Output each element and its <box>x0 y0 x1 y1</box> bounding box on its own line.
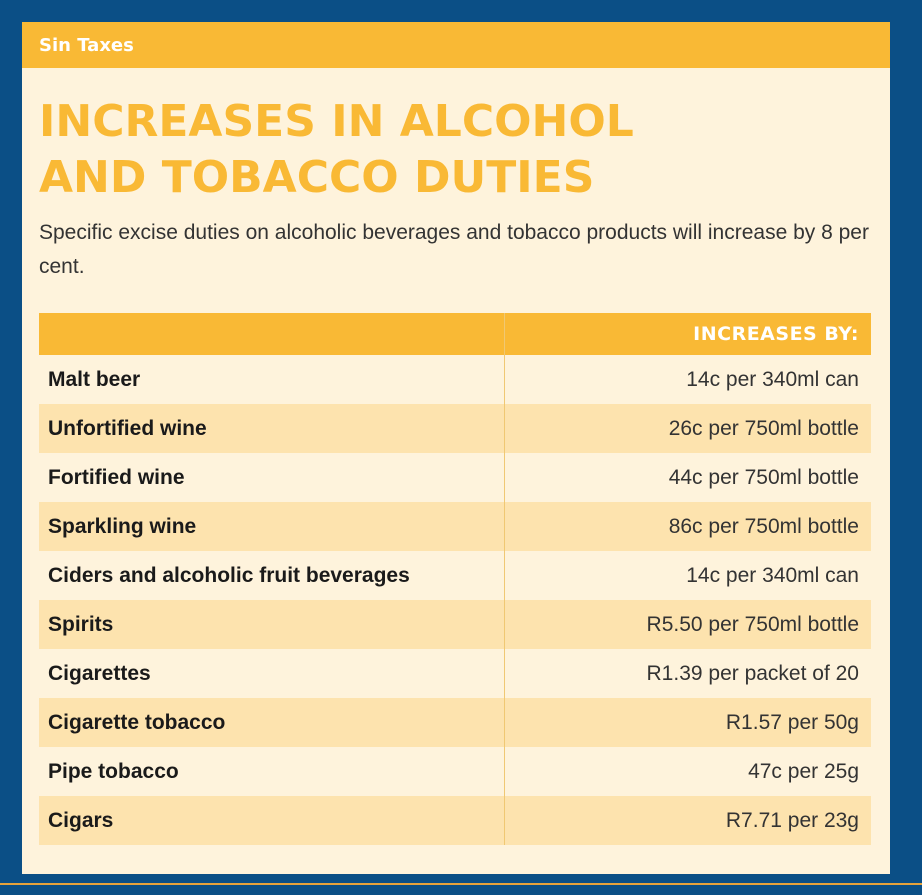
row-item: Unfortified wine <box>39 404 505 453</box>
row-item: Ciders and alcoholic fruit beverages <box>39 551 505 600</box>
row-item: Spirits <box>39 600 505 649</box>
table-row: Cigarette tobacco R1.57 per 50g <box>39 698 871 747</box>
row-increase: 86c per 750ml bottle <box>668 514 859 538</box>
table-row: Unfortified wine 26c per 750ml bottle <box>39 404 871 453</box>
table-header-increase: INCREASES BY: <box>693 323 859 345</box>
row-increase: 14c per 340ml can <box>686 563 859 587</box>
table-row: Ciders and alcoholic fruit beverages 14c… <box>39 551 871 600</box>
row-item: Cigarettes <box>39 649 505 698</box>
title-line-1: INCREASES IN ALCOHOL <box>39 96 634 147</box>
row-increase: 26c per 750ml bottle <box>668 416 859 440</box>
table-row: Malt beer 14c per 340ml can <box>39 355 871 404</box>
row-item: Pipe tobacco <box>39 747 505 796</box>
row-item: Cigarette tobacco <box>39 698 505 747</box>
intro-paragraph: Specific excise duties on alcoholic beve… <box>39 221 869 278</box>
section-label: Sin Taxes <box>39 34 134 56</box>
table-row: Spirits R5.50 per 750ml bottle <box>39 600 871 649</box>
table-header-item-cell <box>39 313 505 355</box>
row-increase: R1.57 per 50g <box>725 710 859 734</box>
table-row: Sparkling wine 86c per 750ml bottle <box>39 502 871 551</box>
table-header: INCREASES BY: <box>39 313 871 355</box>
row-item: Sparkling wine <box>39 502 505 551</box>
table-row: Cigars R7.71 per 23g <box>39 796 871 845</box>
bottom-divider <box>0 883 922 885</box>
row-item: Fortified wine <box>39 453 505 502</box>
section-header-bar: Sin Taxes <box>22 22 890 68</box>
row-increase: 47c per 25g <box>748 759 859 783</box>
row-increase: 44c per 750ml bottle <box>668 465 859 489</box>
table-row: Cigarettes R1.39 per packet of 20 <box>39 649 871 698</box>
info-card: Sin Taxes INCREASES IN ALCOHOL AND TOBAC… <box>22 22 890 874</box>
row-increase: R5.50 per 750ml bottle <box>646 612 859 636</box>
row-item: Cigars <box>39 796 505 845</box>
table-row: Fortified wine 44c per 750ml bottle <box>39 453 871 502</box>
row-item: Malt beer <box>39 355 505 404</box>
duties-table: INCREASES BY: Malt beer 14c per 340ml ca… <box>39 313 871 845</box>
row-increase: 14c per 340ml can <box>686 367 859 391</box>
table-row: Pipe tobacco 47c per 25g <box>39 747 871 796</box>
row-increase: R1.39 per packet of 20 <box>646 661 859 685</box>
row-increase: R7.71 per 23g <box>725 808 859 832</box>
title-line-2: AND TOBACCO DUTIES <box>39 152 595 203</box>
page-title: INCREASES IN ALCOHOL AND TOBACCO DUTIES <box>39 94 890 206</box>
